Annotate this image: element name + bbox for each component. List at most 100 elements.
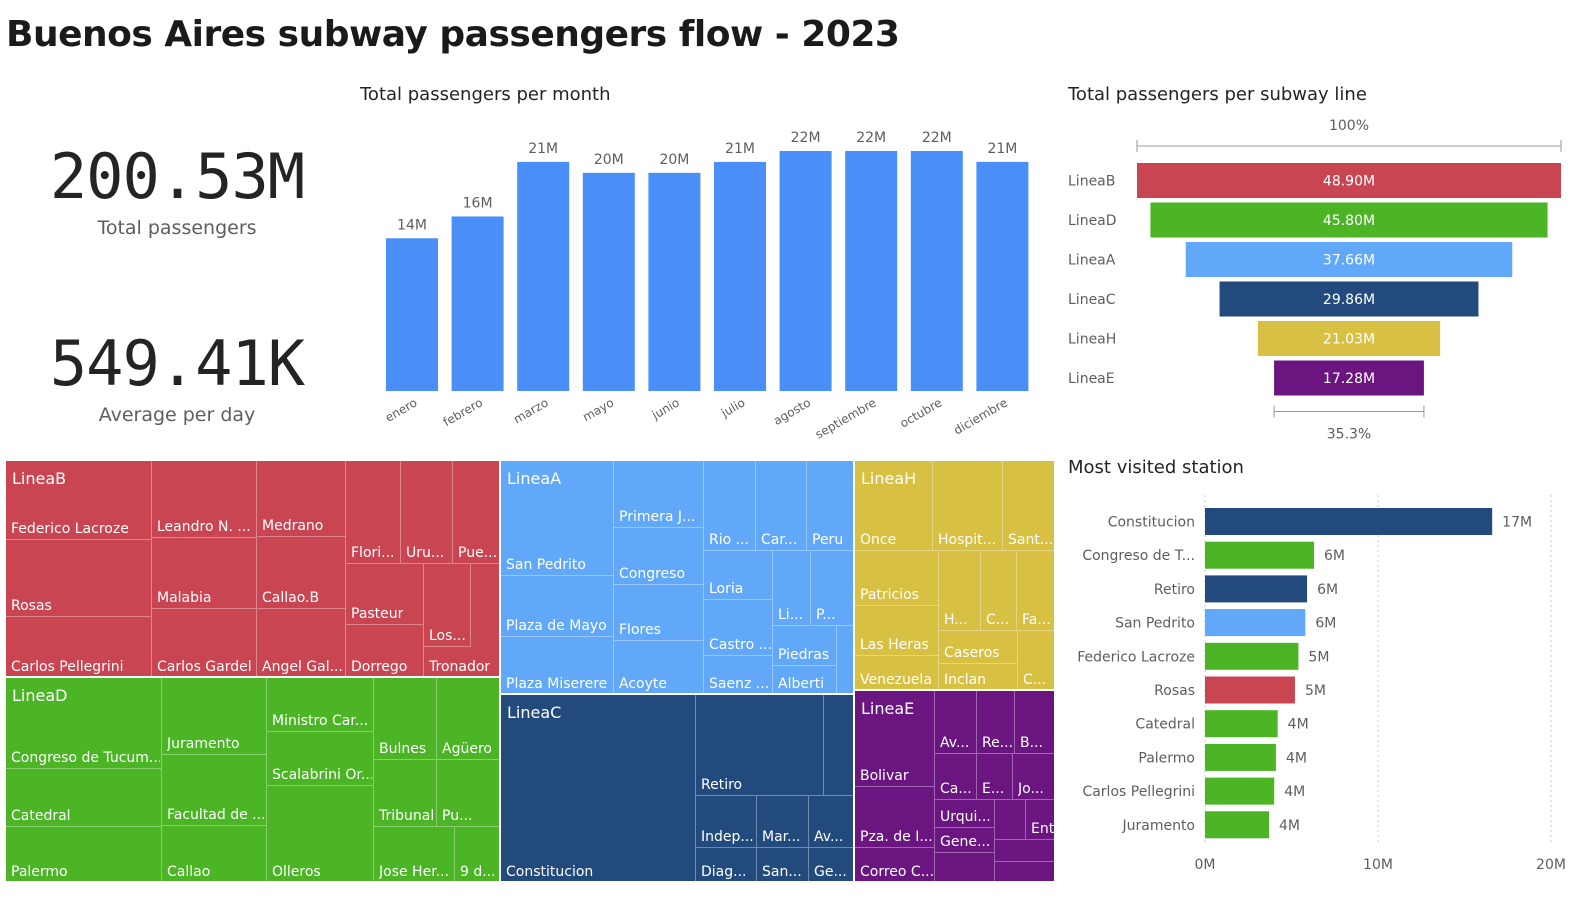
treemap-cell[interactable]: Ministro Car...: [267, 678, 374, 732]
treemap-cell[interactable]: Bulnes: [374, 678, 437, 760]
treemap-cell[interactable]: Carlos Gardel: [152, 609, 257, 678]
treemap-group-lineab[interactable]: LineaB Federico Lacroze Rosas Carlos Pelleg…: [6, 461, 501, 678]
treemap-cell[interactable]: Av...: [809, 796, 855, 848]
month-bar: [780, 151, 832, 391]
treemap-cell[interactable]: Olleros: [267, 786, 374, 883]
treemap-cell[interactable]: Malabia: [152, 538, 257, 609]
treemap-station-label: Flori...: [351, 545, 395, 561]
treemap-cell[interactable]: Jose Her...: [374, 827, 455, 883]
treemap-cell[interactable]: Alberti: [773, 666, 837, 695]
treemap-cell[interactable]: Urqui...: [935, 800, 995, 828]
treemap-cell[interactable]: Angel Gal...: [257, 609, 346, 678]
treemap-cell[interactable]: [837, 626, 855, 695]
treemap-cell[interactable]: Pue...: [453, 461, 501, 564]
treemap-group-linead[interactable]: LineaD Congreso de Tucum... Catedral Palerm…: [6, 678, 501, 883]
treemap-cell[interactable]: Constitucion: [501, 695, 696, 883]
treemap-cell[interactable]: Li...: [773, 551, 811, 626]
kpi-average-per-day-value: 549.41K: [7, 327, 347, 400]
treemap-cell[interactable]: Plaza Miserere: [501, 637, 614, 695]
treemap-cell[interactable]: Av...: [935, 691, 977, 754]
treemap-cell[interactable]: Palermo: [6, 827, 162, 883]
treemap-cell[interactable]: Plaza de Mayo: [501, 576, 614, 637]
treemap-cell[interactable]: C...: [981, 551, 1017, 631]
treemap-cell[interactable]: Retiro: [696, 695, 824, 796]
treemap-cell[interactable]: Carlos Pellegrini: [6, 617, 152, 678]
treemap-cell[interactable]: Medrano: [257, 461, 346, 537]
treemap-cell[interactable]: Callao.B: [257, 537, 346, 609]
kpi-average-per-day-label: Average per day: [7, 404, 347, 426]
treemap-cell[interactable]: Rio ...: [704, 461, 756, 551]
treemap-cell[interactable]: Inclan: [939, 664, 1018, 691]
treemap-cell[interactable]: [824, 695, 855, 796]
treemap-cell[interactable]: C...: [1018, 631, 1056, 691]
treemap-cell[interactable]: Caseros: [939, 631, 1018, 664]
treemap-cell[interactable]: Tronador: [424, 647, 501, 678]
treemap-cell[interactable]: Scalabrini Or...: [267, 732, 374, 786]
treemap-cell[interactable]: Los...: [424, 564, 471, 647]
treemap-group-lineae[interactable]: LineaE Bolivar Pza. de I... Correo C... Av..…: [855, 691, 1056, 883]
treemap-cell[interactable]: Facultad de ...: [162, 755, 267, 826]
treemap-cell[interactable]: Pza. de I...: [855, 787, 935, 848]
treemap-cell[interactable]: [995, 862, 1056, 883]
treemap-cell[interactable]: Congreso: [614, 528, 704, 585]
treemap-station-label: Mar...: [762, 829, 800, 845]
treemap-cell[interactable]: B...: [1015, 691, 1056, 754]
treemap-cell[interactable]: Castro ...: [704, 600, 773, 656]
treemap-cell[interactable]: Dorrego: [346, 625, 424, 678]
treemap-cell[interactable]: Diag...: [696, 848, 757, 883]
treemap-cell[interactable]: Callao: [162, 826, 267, 883]
treemap-cell[interactable]: Acoyte: [614, 641, 704, 695]
treemap-group-lineaa[interactable]: LineaA San Pedrito Plaza de Mayo Plaza Mise…: [501, 461, 855, 695]
treemap-cell[interactable]: Pu...: [437, 760, 501, 827]
treemap-cell[interactable]: [995, 800, 1026, 840]
treemap-cell[interactable]: Agüero: [437, 678, 501, 760]
treemap-station-label: Alberti: [778, 676, 824, 692]
treemap-cell[interactable]: 9 d...: [455, 827, 501, 883]
treemap-cell[interactable]: Las Heras: [855, 606, 939, 656]
treemap-cell[interactable]: P...: [811, 551, 855, 626]
treemap-cell[interactable]: Pasteur: [346, 564, 424, 625]
treemap-group-label: LineaE: [861, 699, 914, 718]
treemap-cell[interactable]: Uru...: [401, 461, 453, 564]
treemap-cell[interactable]: Hospit...: [933, 461, 1003, 551]
treemap-group-lineac[interactable]: LineaC Constitucion Retiro Indep... Diag... M…: [501, 695, 855, 883]
treemap-cell[interactable]: San...: [757, 848, 809, 883]
treemap-cell[interactable]: Fa...: [1017, 551, 1056, 631]
treemap-cell[interactable]: Catedral: [6, 769, 162, 827]
treemap-station-label: Venezuela: [860, 672, 932, 688]
treemap-cell[interactable]: Primera J...: [614, 461, 704, 528]
treemap-cell[interactable]: Sant...: [1003, 461, 1056, 551]
treemap-cell[interactable]: Gene...: [935, 828, 995, 853]
treemap-cell[interactable]: E...: [977, 754, 1013, 800]
treemap-cell[interactable]: Correo C...: [855, 848, 935, 883]
treemap-cell[interactable]: Entre...: [1026, 800, 1056, 840]
treemap-cell[interactable]: Leandro N. ...: [152, 461, 257, 538]
treemap-cell[interactable]: [935, 853, 995, 883]
station-bar: [1205, 677, 1295, 704]
treemap-cell[interactable]: Loria: [704, 551, 773, 600]
treemap-cell[interactable]: Saenz ...: [704, 656, 773, 695]
treemap-station-label: Gene...: [940, 834, 990, 850]
treemap-cell[interactable]: Peru: [807, 461, 855, 551]
month-data-label: 21M: [987, 141, 1017, 157]
treemap-cell[interactable]: Ge...: [809, 848, 855, 883]
treemap-cell[interactable]: Rosas: [6, 540, 152, 617]
treemap-cell[interactable]: Indep...: [696, 796, 757, 848]
treemap-cell[interactable]: Tribunales: [374, 760, 437, 827]
treemap-group-lineah[interactable]: LineaH Once Hospit... Sant... Patricios Las H…: [855, 461, 1056, 691]
treemap-cell[interactable]: Jo...: [1013, 754, 1056, 800]
treemap-cell[interactable]: H...: [939, 551, 981, 631]
treemap-cell[interactable]: Venezuela: [855, 656, 939, 691]
treemap-cell[interactable]: Ca...: [935, 754, 977, 800]
treemap-cell[interactable]: Car...: [756, 461, 807, 551]
treemap-cell[interactable]: Piedras: [773, 626, 837, 666]
treemap-cell[interactable]: Mar...: [757, 796, 809, 848]
treemap-group-label: LineaH: [861, 469, 916, 488]
station-data-label: 17M: [1502, 515, 1532, 531]
treemap-cell[interactable]: Re...: [977, 691, 1015, 754]
treemap-cell[interactable]: Juramento: [162, 678, 267, 755]
treemap-cell[interactable]: [995, 840, 1056, 862]
treemap-cell[interactable]: Flores: [614, 585, 704, 641]
treemap-cell[interactable]: Patricios: [855, 551, 939, 606]
treemap-cell[interactable]: Flori...: [346, 461, 401, 564]
